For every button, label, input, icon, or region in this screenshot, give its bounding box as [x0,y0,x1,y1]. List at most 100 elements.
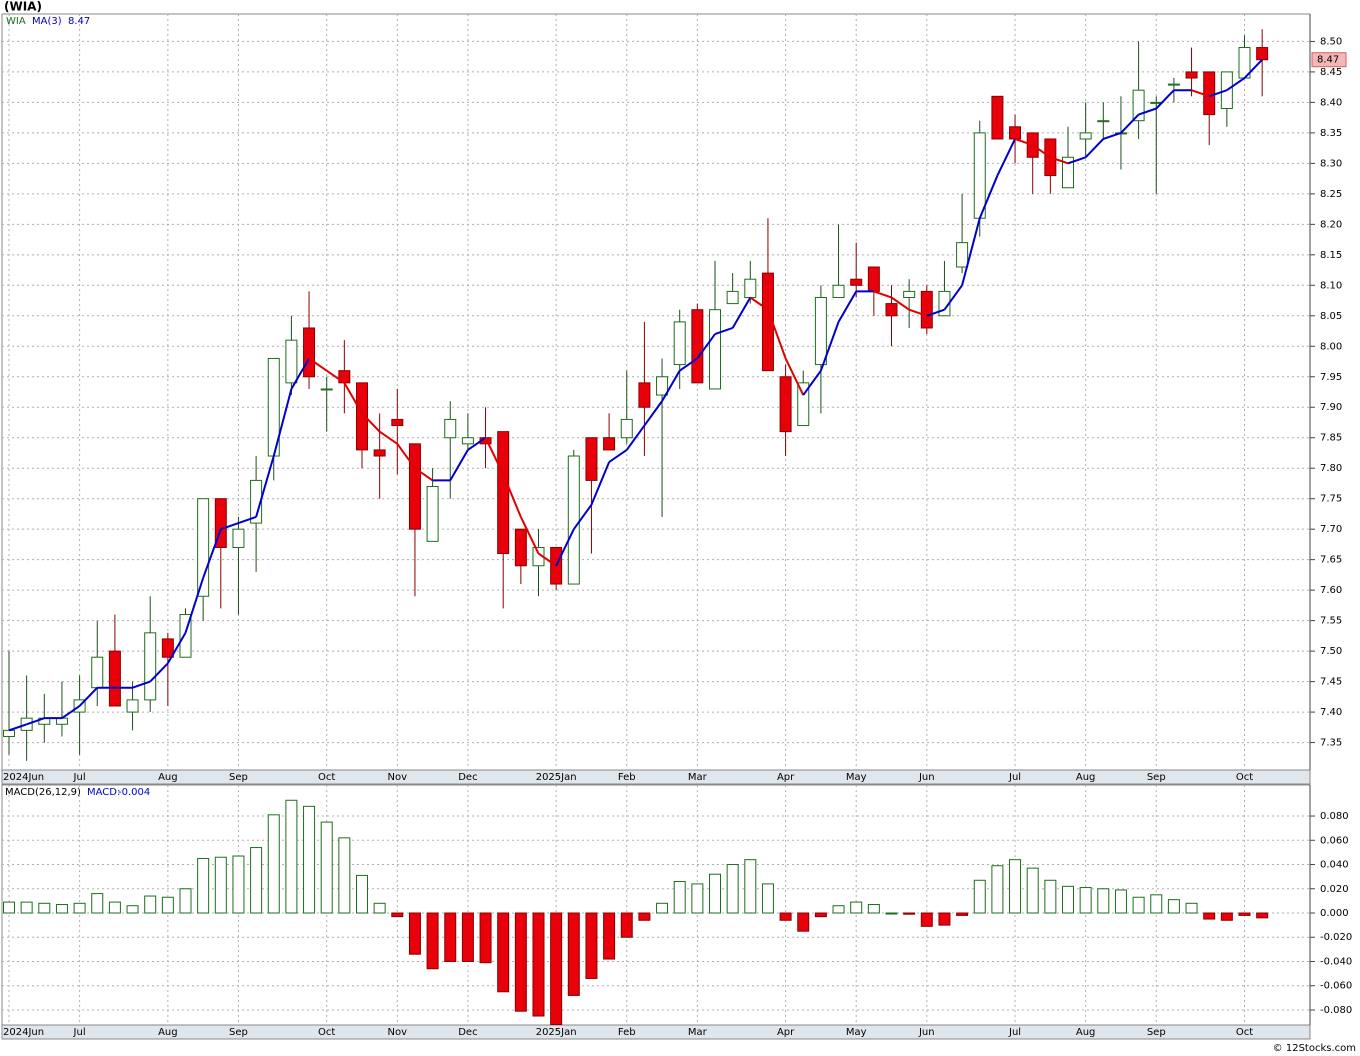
candle-body [585,437,598,481]
histogram-bar [232,855,245,914]
histogram-bar [1114,889,1127,914]
ma-segment [1067,156,1086,165]
ma-segment [1014,138,1034,147]
y-tick-label: 8.25 [1320,189,1342,200]
candle-body [638,382,651,408]
ma-segment [26,717,45,726]
candle-body [497,431,510,555]
ma-segment [696,333,716,360]
histogram-bar [73,902,86,914]
histogram-bar [550,912,563,1026]
x-tick-label: Sep [1147,1027,1166,1038]
ma-segment [1120,113,1140,134]
candle-body [197,498,210,597]
x-tick-label: Oct [318,772,335,783]
candle-body [744,278,757,299]
x-tick-label: Feb [618,772,636,783]
last-value-box [1311,52,1347,68]
y-tick-label: 8.30 [1320,158,1342,169]
histogram-bar [867,904,880,914]
ma-segment [78,686,98,707]
histogram-bar [656,902,669,914]
histogram-bar [267,814,280,914]
x-tick-label: Jul [73,1027,86,1038]
y-tick-label: 7.35 [1320,738,1342,749]
y-tick-label: -0.060 [1320,981,1352,992]
histogram-bar [338,837,351,914]
histogram-bar [885,912,898,915]
histogram-bar [797,912,810,932]
histogram-bar [3,901,15,914]
x-tick-label: May [846,772,867,783]
x-tick-label: 2025Jan [536,1027,577,1038]
ma-segment [132,680,151,689]
y-tick-label: 7.70 [1320,524,1342,535]
x-tick-label: Mar [688,772,708,783]
histogram-bar [691,883,704,914]
histogram-bar [1167,899,1180,914]
y-tick-label: 7.95 [1320,372,1342,383]
histogram-bar [814,912,827,918]
candle-body [320,388,333,391]
x-axis-strip [1,769,1311,785]
y-tick-label: 7.55 [1320,616,1342,627]
histogram-bar [1062,885,1074,914]
ma-segment [290,357,310,390]
y-tick-label: -0.020 [1320,932,1352,943]
candle-body [1062,156,1074,189]
ma-segment [449,449,469,481]
candle-body [567,455,580,585]
ma-segment [1191,89,1210,98]
ma-segment [1243,59,1263,79]
last-value-label: 8.47 [1317,55,1339,66]
x-tick-label: Apr [777,1027,795,1038]
x-tick-label: Aug [1076,772,1096,783]
histogram-bar [620,912,633,938]
y-tick-label: 7.45 [1320,677,1342,688]
chart-title: (WIA) [4,0,42,14]
ma-segment [1226,77,1246,92]
histogram-bar [1220,912,1233,921]
ma-segment [555,528,575,567]
ma-segment [220,522,239,531]
ma-segment [1102,131,1122,140]
ma-segment [873,290,892,299]
histogram-bar [479,912,492,964]
y-tick-label: -0.040 [1320,956,1352,967]
candle-body [761,272,774,372]
ma-segment [590,461,611,506]
x-axis-strip [1,1024,1311,1040]
legend-ma: MA(3) [32,16,62,27]
y-tick-label: 7.60 [1320,585,1342,596]
ma-segment [926,308,945,317]
ma-segment [149,662,169,683]
candle-body [1256,47,1269,61]
ma-segment [767,309,787,359]
x-tick-label: Feb [618,1027,636,1038]
histogram-bar [144,895,157,914]
histogram-bar [373,902,386,914]
ma-segment [749,296,769,311]
candle-body [285,339,298,384]
histogram-bar [1079,887,1092,914]
candle-body [1167,83,1180,86]
histogram-bar [1150,894,1163,914]
x-tick-label: Mar [688,1027,708,1038]
candle-body [303,327,316,378]
ma-segment [202,528,222,579]
candle-body [1203,71,1216,116]
candle-body [232,528,245,548]
candle-body [991,95,1004,140]
candle-body [814,297,827,366]
candle-body [673,321,686,366]
x-tick-label: Oct [1236,772,1253,783]
ma-segment [502,473,522,518]
x-tick-label: Dec [458,772,477,783]
ma-segment [343,382,363,414]
ma-segment [890,296,910,311]
histogram-bar [285,799,298,914]
ma-segment [61,705,81,720]
x-tick-label: Apr [777,772,795,783]
candle-body [1009,126,1022,140]
ma-segment [1084,138,1105,158]
